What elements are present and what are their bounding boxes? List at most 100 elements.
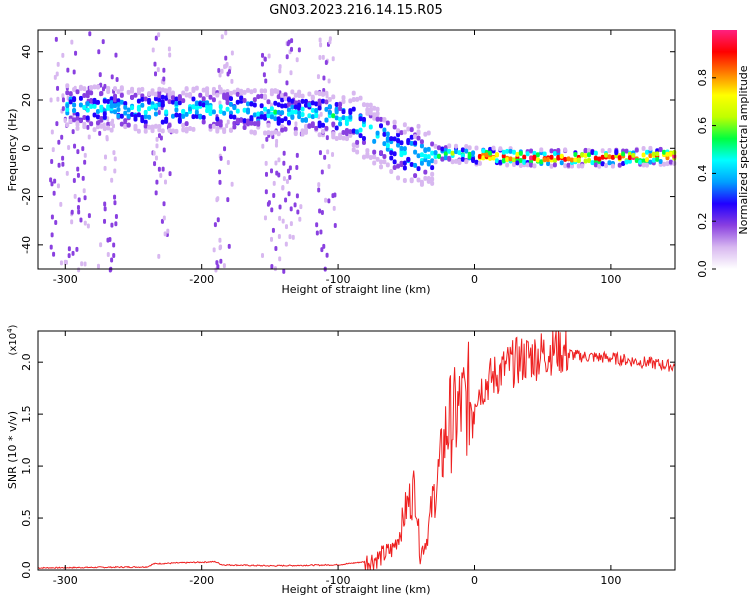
spectrogram-cell xyxy=(212,247,216,253)
spectrogram-cell xyxy=(269,91,274,97)
spectrogram-cell xyxy=(607,148,612,154)
spectrogram-cell xyxy=(310,95,315,101)
spectrogram-cell xyxy=(396,175,401,181)
spectrogram-cell xyxy=(106,237,110,243)
spectrogram-cell xyxy=(232,104,237,110)
spectrogram-cell xyxy=(491,145,496,151)
spectrogram-cell xyxy=(303,98,308,104)
spectrogram-cell xyxy=(194,100,199,106)
spectrogram-cell xyxy=(99,91,104,97)
spectrogram-cell xyxy=(556,154,561,160)
spectrogram-cell xyxy=(372,154,377,160)
spectrogram-cell xyxy=(194,85,199,91)
spectrogram-cell xyxy=(529,162,534,168)
spectrogram-cell xyxy=(113,86,118,92)
spectrogram-cell xyxy=(317,187,321,193)
spectrogram-cell xyxy=(573,157,578,163)
spectrogram-cell xyxy=(154,190,158,196)
spectrogram-cell xyxy=(239,117,244,123)
spectrogram-cell xyxy=(95,120,100,126)
spectrogram-cell xyxy=(423,169,428,175)
spectrogram-cell xyxy=(423,131,428,137)
snr-x-tick-label: 0 xyxy=(471,574,478,587)
snr-y-label: SNR (10 * v/v) xyxy=(6,411,19,489)
spectrogram-cell xyxy=(372,160,377,166)
spectrogram-cell xyxy=(491,155,496,161)
spectrogram-cell xyxy=(583,158,588,164)
spectrogram-x-tick-label: -100 xyxy=(326,273,351,286)
spectrogram-cell xyxy=(157,97,162,103)
spectrogram-cell xyxy=(177,95,182,101)
spectrogram-cell xyxy=(351,106,356,112)
spectrogram-cell xyxy=(109,121,114,127)
spectrogram-cell xyxy=(52,251,56,257)
spectrogram-cell xyxy=(61,155,65,161)
spectrogram-cell xyxy=(318,37,322,43)
spectrogram-cell xyxy=(317,182,321,188)
spectrogram-cell xyxy=(71,250,75,256)
spectrogram-cell xyxy=(389,136,394,142)
spectrogram-cell xyxy=(110,257,114,263)
spectrogram-cell xyxy=(280,127,285,133)
spectrogram-cell xyxy=(274,142,278,148)
spectrogram-cell xyxy=(300,111,305,117)
spectrogram-cell xyxy=(256,121,261,127)
spectrogram-cell xyxy=(331,94,336,100)
spectrogram-cell xyxy=(220,34,224,40)
spectrogram-cell xyxy=(263,215,267,221)
spectrogram-cell xyxy=(638,159,643,165)
spectrogram-cell xyxy=(419,152,424,158)
spectrogram-cell xyxy=(406,126,411,132)
spectrogram-cell xyxy=(409,178,414,184)
spectrogram-cell xyxy=(320,247,324,253)
spectrogram-cell xyxy=(109,100,114,106)
spectrogram-cell xyxy=(375,111,380,117)
spectrogram-cell xyxy=(170,99,175,105)
spectrogram-cell xyxy=(278,68,282,74)
spectrogram-cell xyxy=(644,162,649,168)
spectrogram-cell xyxy=(208,110,213,116)
spectrogram-cell xyxy=(402,177,407,183)
spectrogram-cell xyxy=(177,100,182,106)
spectrogram-cell xyxy=(396,138,401,144)
spectrogram-cell xyxy=(201,119,206,125)
spectrogram-cell xyxy=(338,132,343,138)
spectrogram-cell xyxy=(655,156,660,162)
spectrogram-cell xyxy=(331,193,335,199)
spectrogram-cell xyxy=(333,223,337,229)
spectrogram-cell xyxy=(110,222,114,228)
spectrogram-cell xyxy=(587,148,592,154)
spectrogram-cell xyxy=(341,98,346,104)
spectrogram-cell xyxy=(303,123,308,129)
spectrogram-cell xyxy=(72,87,77,93)
spectrogram-cell xyxy=(430,158,435,164)
spectrogram-cell xyxy=(153,103,158,109)
spectrogram-cell xyxy=(379,150,384,156)
spectrogram-cell xyxy=(529,148,534,154)
spectrogram-cell xyxy=(372,149,377,155)
spectrogram-cell xyxy=(413,162,418,168)
spectrogram-cell xyxy=(136,98,141,104)
spectrogram-cell xyxy=(198,92,203,98)
spectrogram-cell xyxy=(324,197,328,203)
snr-ticks: -300 -200 -100 0 100 0.0 0.5 1.0 1.5 2.0 xyxy=(20,331,675,587)
spectrogram-cell xyxy=(123,124,128,130)
spectrogram-cell xyxy=(95,99,100,105)
spectrogram-cell xyxy=(284,197,288,203)
spectrogram-cell xyxy=(300,106,305,112)
spectrogram-cell xyxy=(332,205,336,211)
spectrogram-cell xyxy=(252,112,257,118)
spectrogram-cell xyxy=(474,145,479,151)
spectrogram-cell xyxy=(289,70,293,76)
spectrogram-cell xyxy=(522,159,527,165)
spectrogram-cell xyxy=(184,121,189,127)
spectrogram-cell xyxy=(85,107,90,113)
spectrogram-cell xyxy=(375,106,380,112)
spectrogram-cell xyxy=(488,146,493,152)
spectrogram-cell xyxy=(552,151,557,157)
spectrogram-cell xyxy=(85,115,90,121)
spectrogram-cell xyxy=(293,130,298,136)
spectrogram-cell xyxy=(294,121,298,127)
spectrogram-cell xyxy=(198,101,203,107)
